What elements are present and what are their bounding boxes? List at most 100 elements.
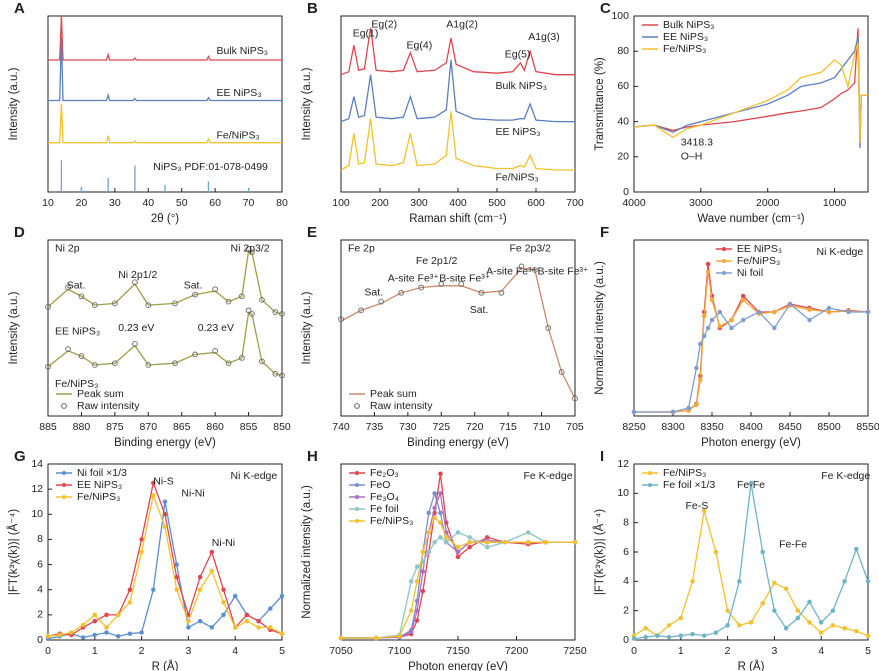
data-point [631, 409, 637, 415]
data-point [172, 300, 178, 307]
x-tick-label: 8550 [856, 421, 879, 433]
data-point [698, 341, 703, 347]
data-point [444, 539, 449, 545]
data-point [212, 286, 218, 293]
y-tick-label: 10 [617, 487, 629, 499]
data-point [545, 325, 552, 331]
x-tick-label: 725 [433, 421, 451, 433]
annotation: Ni-Ni [181, 488, 204, 500]
annotation: Sat. [184, 280, 203, 292]
x-axis-label: Binding energy (eV) [114, 437, 216, 449]
y-tick-label: 4 [37, 583, 43, 595]
x-axis-label: R (Å) [738, 660, 765, 671]
x-tick-label: 70 [243, 197, 255, 209]
data-point [455, 530, 461, 535]
legend-label: Bulk NiPS₃ [663, 19, 715, 31]
x-tick-label: 8450 [778, 421, 802, 433]
data-point [338, 316, 344, 323]
data-point [104, 612, 109, 618]
data-point [91, 362, 98, 368]
data-point [686, 405, 691, 411]
data-point [826, 305, 832, 311]
data-point [57, 632, 62, 638]
y-tick-label: 6 [623, 546, 629, 558]
x-tick-label: 400 [449, 197, 467, 209]
x-tick-label: 875 [106, 421, 124, 433]
data-point [45, 633, 51, 639]
legend-label: Fe/NiPS₃ [737, 255, 780, 267]
x-tick-label: 500 [488, 197, 506, 209]
series-label: Bulk NiPS₃ [216, 45, 268, 57]
series-line [48, 103, 282, 144]
panel-letter: I [600, 448, 604, 465]
data-point [772, 309, 777, 315]
y-axis-label: Normalized intensity (a.u.) [594, 261, 606, 395]
legend-marker [355, 471, 359, 475]
data-point [398, 289, 405, 296]
data-point [725, 608, 730, 613]
y-tick-label: 12 [31, 483, 43, 495]
series-line [634, 263, 869, 413]
data-point [245, 307, 252, 314]
legend-label: EE NiPS₃ [77, 479, 122, 491]
data-point [678, 633, 684, 638]
data-point [807, 620, 812, 625]
plot-frame [340, 239, 576, 417]
data-point [259, 358, 265, 365]
panel-letter: A [14, 0, 25, 17]
data-point [444, 535, 449, 540]
plot-frame [633, 15, 869, 193]
y-axis-label: Transmittance (%) [594, 57, 606, 151]
data-point [655, 633, 660, 638]
legend-label: Fe/NiPS₃ [77, 491, 120, 503]
x-tick-label: 20 [76, 197, 88, 209]
data-point [725, 623, 730, 628]
x-tick-label: 300 [410, 197, 428, 209]
data-point [209, 625, 215, 630]
data-point [279, 593, 285, 599]
series-line [340, 27, 575, 76]
x-tick-label: 850 [273, 421, 291, 433]
legend-label: Fe₃O₄ [370, 491, 399, 503]
annotation: B-site Fe³⁺ [538, 265, 590, 277]
data-point [772, 580, 777, 586]
data-point [518, 263, 525, 270]
data-point [760, 549, 765, 555]
data-point [78, 353, 85, 360]
data-point [378, 298, 384, 305]
data-point [572, 395, 578, 402]
data-point [643, 634, 648, 640]
x-tick-label: 7050 [329, 645, 353, 657]
data-point [426, 549, 432, 555]
series-line [48, 37, 282, 102]
data-point [826, 309, 832, 315]
legend-label: Fe/NiPS₃ [663, 43, 706, 55]
data-point [127, 587, 133, 592]
x-tick-label: 705 [566, 421, 584, 433]
data-point [701, 508, 707, 514]
annotation: Ni 2p3/2 [231, 243, 270, 255]
data-point [701, 313, 707, 319]
data-point [221, 612, 226, 618]
data-point [455, 549, 461, 555]
annotation: Ni K-edge [231, 470, 278, 482]
x-tick-label: 60 [209, 197, 221, 209]
annotation: B-site Fe³⁺ [439, 273, 491, 285]
annotation: Ni 2p1/2 [118, 269, 157, 281]
x-axis-label: Photon energy (eV) [408, 661, 508, 671]
annotation: 3418.3 [681, 137, 713, 149]
data-point [239, 293, 245, 300]
data-point [268, 625, 273, 630]
x-tick-label: 710 [533, 421, 551, 433]
annotation: Fe 2p1/2 [416, 255, 458, 267]
series-line [633, 42, 868, 143]
data-point [787, 301, 793, 307]
data-point [737, 579, 742, 584]
x-tick-label: 7200 [505, 645, 529, 657]
data-point [705, 325, 711, 331]
data-point [65, 346, 71, 352]
data-point [91, 302, 98, 308]
data-point [69, 630, 74, 635]
series-line [340, 59, 575, 123]
